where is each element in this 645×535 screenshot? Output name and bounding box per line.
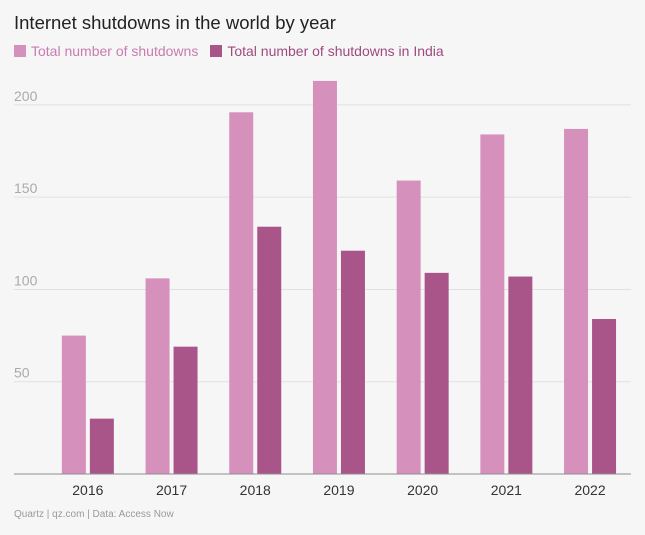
- y-tick-label: 100: [14, 272, 38, 288]
- x-tick-label: 2017: [156, 482, 187, 498]
- bar-india-2018: [257, 226, 282, 474]
- legend-swatch-india: [210, 45, 223, 57]
- legend-swatch-world: [14, 45, 26, 57]
- legend-label-india: Total number of shutdowns in India: [227, 43, 444, 59]
- bar-india-2022: [592, 318, 617, 474]
- bar-world-2022: [564, 128, 589, 474]
- bar-world-2021: [480, 134, 505, 474]
- x-tick-label: 2016: [72, 482, 103, 498]
- bar-world-2017: [145, 278, 170, 474]
- x-tick-label: 2022: [574, 482, 605, 498]
- x-tick-label: 2019: [323, 482, 354, 498]
- bar-india-2017: [173, 346, 198, 474]
- bar-india-2016: [89, 418, 114, 474]
- bar-india-2020: [424, 272, 449, 474]
- x-tick-label: 2020: [407, 482, 438, 498]
- bar-india-2021: [508, 276, 533, 474]
- bar-world-2020: [396, 180, 421, 474]
- legend-label-world: Total number of shutdowns: [31, 43, 199, 59]
- chart-title: Internet shutdowns in the world by year: [14, 12, 336, 33]
- y-tick-label: 200: [14, 88, 38, 104]
- y-tick-label: 150: [14, 180, 38, 196]
- x-tick-label: 2018: [240, 482, 271, 498]
- legend-item-world: Total number of shutdowns: [14, 43, 198, 59]
- bar-world-2016: [61, 335, 86, 474]
- bar-world-2019: [312, 80, 337, 474]
- bar-world-2018: [229, 112, 254, 475]
- bar-india-2019: [340, 250, 365, 474]
- legend-item-india: Total number of shutdowns in India: [210, 43, 444, 59]
- legend: Total number of shutdowns Total number o…: [14, 43, 456, 59]
- y-tick-label: 50: [14, 365, 30, 381]
- source-footer: Quartz | qz.com | Data: Access Now: [14, 509, 174, 520]
- x-tick-label: 2021: [491, 482, 522, 498]
